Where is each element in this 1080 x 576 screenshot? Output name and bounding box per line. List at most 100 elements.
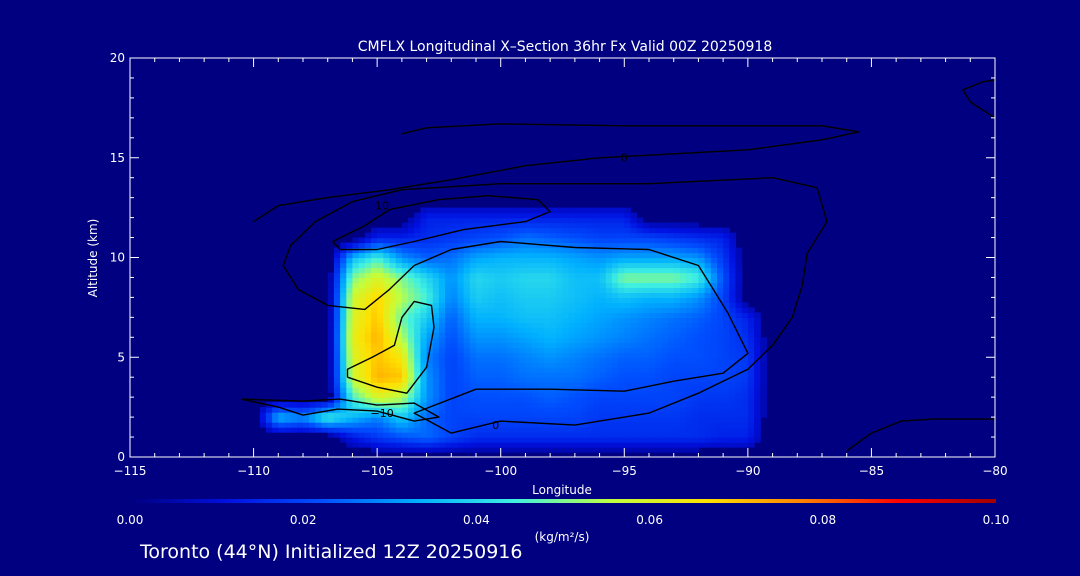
field-cell [717, 422, 724, 428]
field-cell [340, 302, 347, 308]
field-cell [692, 362, 700, 368]
field-cell [574, 407, 582, 413]
field-cell [488, 297, 496, 303]
field-cell [426, 227, 434, 234]
field-cell [556, 352, 564, 358]
field-cell [408, 317, 415, 323]
field-cell [556, 392, 564, 398]
field-cell [679, 412, 687, 418]
field-cell [550, 247, 557, 254]
field-cell [698, 322, 706, 328]
field-cell [611, 277, 619, 283]
field-cell [574, 242, 582, 249]
field-cell [432, 442, 440, 448]
field-cell [741, 437, 749, 443]
field-cell [383, 262, 391, 269]
field-cell [574, 437, 582, 443]
field-cell [667, 307, 675, 313]
field-cell [420, 412, 428, 418]
field-cell [599, 432, 607, 438]
field-cell [667, 332, 675, 338]
field-cell [408, 342, 415, 348]
field-cell [482, 207, 489, 214]
field-cell [568, 437, 576, 443]
field-cell [494, 267, 502, 274]
field-cell [395, 227, 403, 234]
field-cell [463, 372, 471, 378]
field-cell [506, 252, 514, 259]
field-cell [525, 287, 533, 293]
field-cell [445, 347, 452, 353]
field-cell [531, 352, 539, 358]
field-cell [661, 257, 669, 264]
field-cell [445, 412, 452, 418]
field-cell [401, 422, 409, 428]
field-cell [377, 257, 384, 264]
field-cell [649, 357, 656, 363]
field-cell [624, 337, 632, 343]
field-cell [408, 377, 415, 383]
field-cell [574, 412, 582, 418]
field-cell [525, 327, 533, 333]
field-cell [649, 277, 656, 283]
field-cell [401, 227, 409, 234]
field-cell [581, 267, 588, 274]
field-cell [550, 292, 557, 298]
field-cell [593, 332, 601, 338]
field-cell [327, 277, 335, 283]
field-cell [469, 287, 477, 293]
field-cell [389, 227, 397, 234]
field-cell [476, 397, 483, 403]
field-cell [506, 272, 514, 279]
field-cell [636, 377, 644, 383]
field-cell [395, 332, 403, 338]
field-cell [389, 357, 397, 363]
field-cell [642, 337, 650, 343]
field-cell [642, 377, 650, 383]
field-cell [729, 417, 737, 423]
field-cell [544, 212, 551, 219]
field-cell [445, 337, 452, 343]
field-cell [692, 252, 700, 259]
field-cell [500, 232, 508, 239]
field-cell [401, 362, 409, 368]
field-cell [544, 232, 551, 239]
field-cell [747, 377, 755, 383]
field-cell [556, 217, 564, 224]
field-cell [587, 292, 594, 298]
field-cell [352, 397, 360, 403]
field-cell [618, 347, 625, 353]
field-cell [581, 272, 588, 279]
field-cell [395, 262, 403, 269]
field-cell [630, 297, 638, 303]
field-cell [593, 397, 601, 403]
field-cell [408, 262, 415, 269]
field-cell [618, 302, 625, 308]
field-cell [599, 282, 607, 288]
field-cell [476, 272, 483, 279]
field-cell [679, 372, 687, 378]
field-cell [568, 227, 576, 234]
field-cell [649, 402, 656, 408]
field-cell [605, 412, 613, 418]
field-cell [735, 412, 743, 418]
field-cell [408, 227, 415, 234]
field-cell [408, 222, 415, 229]
field-cell [661, 402, 669, 408]
field-cell [463, 222, 471, 229]
field-cell [457, 337, 465, 343]
field-cell [451, 342, 459, 348]
field-cell [747, 337, 755, 343]
field-cell [476, 232, 483, 239]
field-cell [636, 222, 644, 229]
field-cell [463, 352, 471, 358]
field-cell [500, 287, 508, 293]
contour-line [846, 418, 995, 452]
field-cell [581, 247, 588, 254]
field-cell [655, 277, 662, 283]
field-cell [414, 372, 421, 378]
field-cell [377, 237, 384, 244]
field-cell [698, 252, 706, 259]
field-cell [364, 352, 372, 358]
field-cell [667, 302, 675, 308]
